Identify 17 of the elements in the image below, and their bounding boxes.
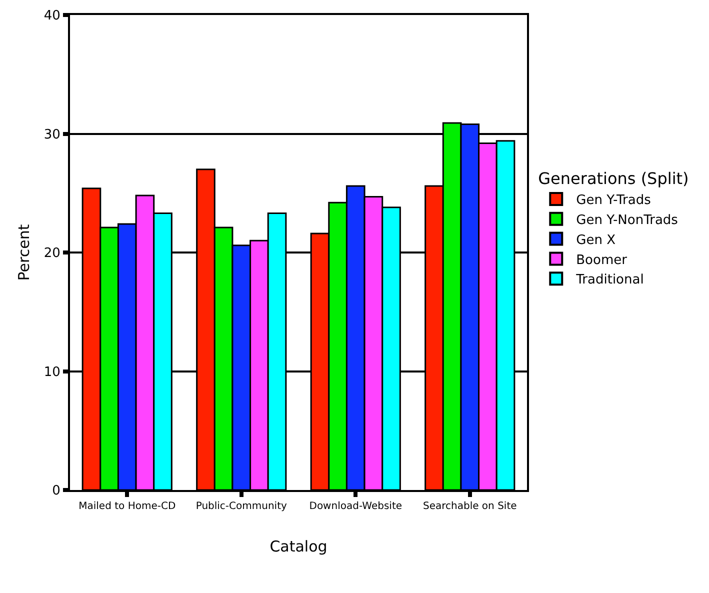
legend-title: Generations (Split) bbox=[538, 169, 689, 188]
legend-label: Traditional bbox=[575, 272, 644, 288]
y-tick-label: 0 bbox=[52, 484, 60, 499]
y-tick-label: 20 bbox=[44, 246, 60, 262]
y-axis-title: Percent bbox=[15, 224, 33, 281]
legend-label: Boomer bbox=[576, 252, 628, 268]
y-tick-label: 40 bbox=[44, 8, 60, 24]
y-tick-label: 30 bbox=[44, 127, 60, 142]
legend-label: Gen Y-Trads bbox=[576, 193, 652, 208]
x-tick-label: Download-Website bbox=[309, 501, 402, 512]
legend-label: Gen X bbox=[576, 232, 616, 248]
x-tick-label: Mailed to Home-CD bbox=[78, 501, 176, 512]
x-tick-label: Searchable on Site bbox=[422, 501, 517, 512]
x-axis-title: Catalog bbox=[270, 538, 328, 556]
legend-label: Gen Y-NonTrads bbox=[576, 212, 678, 228]
y-tick-label: 10 bbox=[44, 364, 60, 380]
x-tick-label: Public-Community bbox=[196, 501, 287, 512]
